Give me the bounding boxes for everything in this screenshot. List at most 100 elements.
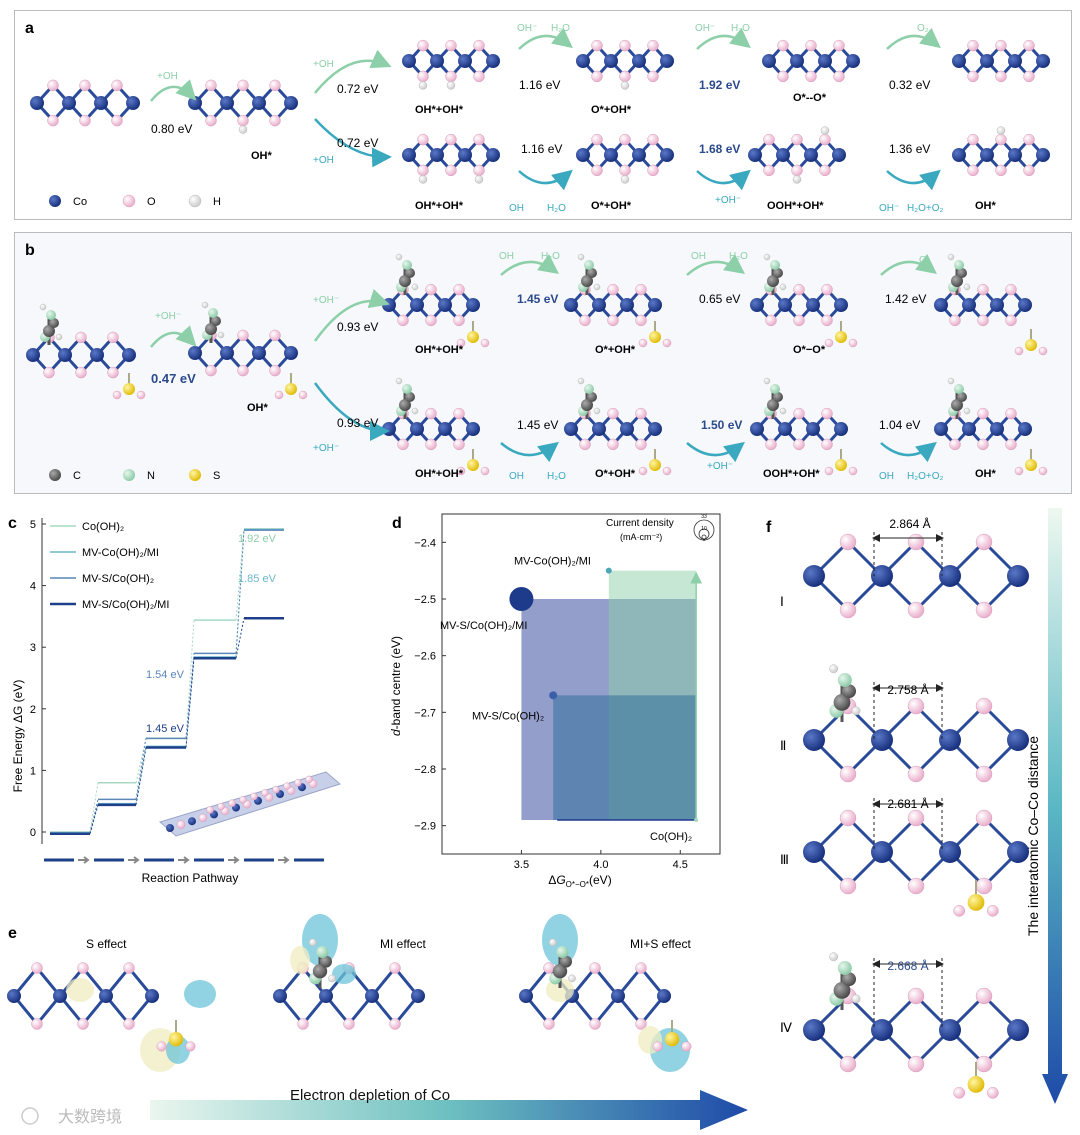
b-branch-bottom-label: +OH⁻ xyxy=(313,443,339,454)
oxygen-atom xyxy=(107,331,119,344)
slab xyxy=(952,126,1050,177)
oxygen-atom xyxy=(579,438,591,451)
carbon-atom xyxy=(43,325,55,337)
c-annot-3: 1.54 eV xyxy=(146,669,185,681)
cobalt-atom xyxy=(657,989,671,1003)
oxygen-atom xyxy=(647,70,659,83)
oxygen-atom xyxy=(43,366,55,379)
carbon-atom xyxy=(951,399,963,411)
e-label-mis: MI+S effect xyxy=(630,937,691,951)
cobalt-atom xyxy=(604,148,618,162)
legend-h: H xyxy=(213,196,221,208)
hydrogen-atom xyxy=(217,331,225,339)
c-ytick-label: 3 xyxy=(30,642,36,654)
a-top-lab-2a: OH⁻ xyxy=(695,23,715,34)
cobalt-atom xyxy=(762,54,776,68)
nitrogen-atom xyxy=(402,384,412,394)
hydrogen-atom xyxy=(201,301,209,309)
d-legend-sizes: 33 10 5 xyxy=(693,514,715,542)
oxygen-atom xyxy=(156,1041,167,1052)
carbon-atom xyxy=(767,275,779,287)
oxygen-atom xyxy=(591,133,603,146)
oxygen-atom xyxy=(205,364,217,377)
adsorbate-atom xyxy=(238,125,248,134)
e-label-s: S effect xyxy=(86,937,127,951)
s-group xyxy=(953,1062,999,1099)
oxygen-atom xyxy=(839,533,857,551)
a-first-label: +OH xyxy=(157,71,178,82)
adsorbate-atom xyxy=(418,81,428,90)
carbon-atom xyxy=(405,268,415,278)
oxygen-atom xyxy=(975,533,993,551)
oxygen-atom xyxy=(274,390,284,400)
b-bot-lab-3b: H₂O+O₂ xyxy=(907,471,944,482)
d-point-label-1: MV-S/Co(OH)₂/MI xyxy=(440,620,527,632)
cobalt-atom xyxy=(790,54,804,68)
cobalt-atom xyxy=(660,148,674,162)
inset-atom xyxy=(305,775,313,784)
oxygen-atom xyxy=(31,1018,43,1030)
density-blob xyxy=(542,914,578,966)
oxygen-atom xyxy=(662,338,672,348)
s-group xyxy=(112,373,146,400)
oxygen-atom xyxy=(681,1041,692,1052)
cobalt-atom xyxy=(939,1019,961,1041)
oxygen-atom xyxy=(123,962,135,974)
inset-atom xyxy=(166,824,174,832)
density-blob xyxy=(290,946,310,974)
inset-atom xyxy=(261,789,269,797)
slab xyxy=(7,962,159,1030)
d-size-33: 33 xyxy=(701,514,707,520)
d-ytick-label: −2.4 xyxy=(414,537,436,549)
oxygen-atom xyxy=(1023,133,1035,146)
s-group xyxy=(456,449,490,476)
a-top-struct-1: OH*+OH* xyxy=(415,104,464,116)
b-top-energy-2: 0.65 eV xyxy=(699,292,740,306)
b-bot-struct-2: O*+OH* xyxy=(595,468,636,480)
b-top-lab-1b: H₂O xyxy=(541,251,560,262)
oxygen-atom xyxy=(111,79,123,92)
d-point-2 xyxy=(549,691,558,700)
cobalt-atom xyxy=(871,565,893,587)
c-pathway-arrow xyxy=(128,856,140,864)
oxygen-atom xyxy=(635,314,647,327)
slab xyxy=(402,39,500,90)
sulfur-atom xyxy=(835,459,847,471)
cobalt-atom xyxy=(1008,148,1022,162)
oxygen-atom xyxy=(907,601,925,619)
oxygen-atom xyxy=(473,39,485,52)
oxygen-atom xyxy=(77,1018,89,1030)
s-group xyxy=(1014,329,1048,356)
carbon-atom xyxy=(399,399,411,411)
f-numeral-4: Ⅳ xyxy=(780,1020,792,1035)
cobalt-atom xyxy=(939,841,961,863)
cobalt-atom xyxy=(939,565,961,587)
c-ytick-label: 4 xyxy=(30,581,36,593)
b-bot-energy-2: 1.50 eV xyxy=(701,418,742,432)
oxygen-atom xyxy=(298,390,308,400)
oxygen-atom xyxy=(79,114,91,127)
c-connector-3-3 xyxy=(235,618,245,659)
oxygen-atom xyxy=(907,697,925,715)
slab xyxy=(748,126,846,184)
cobalt-atom xyxy=(778,422,792,436)
oxygen-atom xyxy=(819,164,831,177)
hydrogen-atom xyxy=(593,283,601,291)
cobalt-atom xyxy=(990,298,1004,312)
oxygen-atom xyxy=(848,466,858,476)
hydrogen-atom xyxy=(577,253,585,261)
oxygen-atom xyxy=(1023,70,1035,83)
legend-c-dot xyxy=(49,469,61,481)
oxygen-atom xyxy=(967,133,979,146)
b-top-struct-1: OH*+OH* xyxy=(415,344,464,356)
slab xyxy=(750,283,848,327)
oxygen-atom xyxy=(453,438,465,451)
cobalt-atom xyxy=(806,422,820,436)
c-connector-3-1 xyxy=(135,747,147,805)
panel-e-svg: e S effect MI effect MI+S effect Electro… xyxy=(7,914,748,1130)
cobalt-atom xyxy=(365,989,379,1003)
carbon-atom xyxy=(833,982,851,999)
c-pathway-arrow xyxy=(228,856,240,864)
sulfur-atom xyxy=(285,383,297,395)
f-dist-1: 2.864 Å xyxy=(889,516,930,531)
